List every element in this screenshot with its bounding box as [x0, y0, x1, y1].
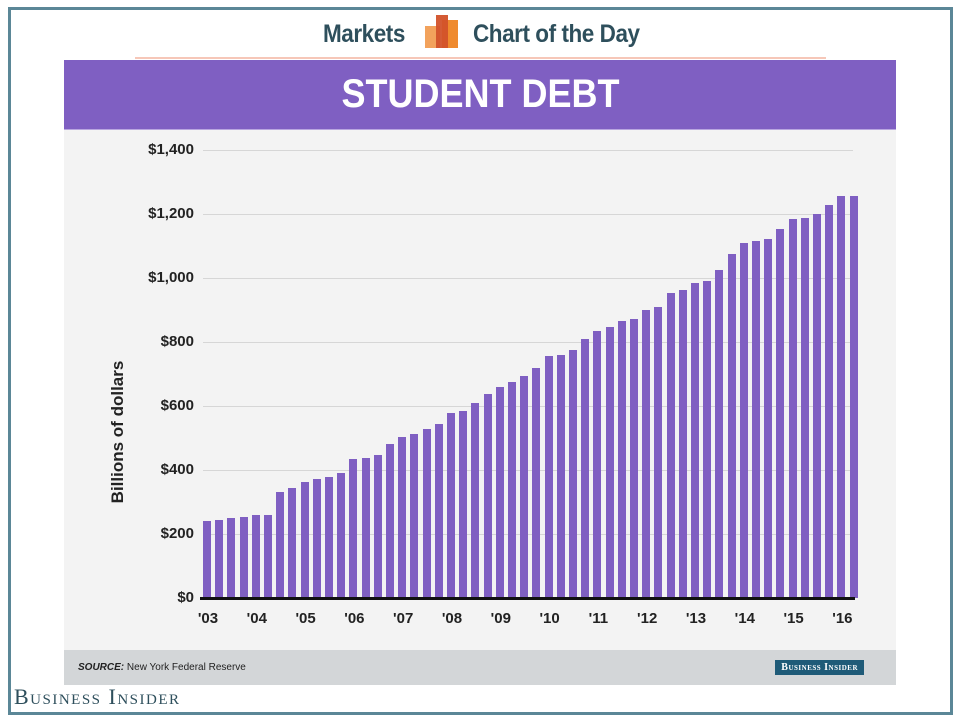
x-tick-label: '16 — [832, 610, 853, 627]
gridline — [203, 150, 853, 151]
bar — [520, 375, 529, 598]
source-note: SOURCE: New York Federal Reserve — [78, 662, 246, 673]
bar — [349, 459, 358, 598]
x-tick-label: '03 — [197, 610, 219, 627]
bar — [300, 481, 309, 598]
x-tick-label: '11 — [588, 610, 609, 627]
bar — [569, 349, 577, 598]
bar — [776, 228, 785, 598]
x-tick-label: '05 — [295, 610, 316, 627]
bar — [727, 253, 736, 598]
x-tick-label: '14 — [734, 610, 755, 627]
source-label: SOURCE: — [78, 662, 125, 673]
y-axis-label: Billions of dollars — [108, 360, 127, 504]
bar — [276, 492, 285, 598]
chart-of-the-day-label: Chart of the Day — [473, 20, 640, 48]
bar — [239, 517, 248, 598]
bar — [495, 386, 504, 598]
bar — [581, 339, 590, 598]
source-text: New York Federal Reserve — [126, 662, 246, 673]
bar — [288, 487, 297, 598]
gridline — [203, 278, 853, 279]
bar-chart-logo-icon — [425, 14, 459, 48]
bar — [800, 217, 809, 598]
bar — [849, 195, 858, 598]
bar — [654, 306, 663, 598]
bar — [642, 309, 651, 598]
bar — [508, 382, 516, 598]
y-tick-label: $1,200 — [148, 205, 194, 222]
bar — [434, 423, 443, 598]
bar — [752, 241, 760, 598]
bar — [678, 289, 687, 598]
bar — [630, 319, 638, 598]
bar — [373, 455, 382, 598]
y-tick-label: $0 — [177, 589, 194, 606]
markets-label: Markets — [323, 20, 405, 48]
gridline — [203, 214, 853, 215]
bar — [715, 270, 724, 598]
bar — [215, 520, 224, 598]
bar — [666, 293, 675, 598]
bar — [739, 243, 748, 598]
header-divider — [135, 57, 826, 59]
header: Markets Chart of the Day — [0, 14, 960, 54]
bar — [556, 354, 565, 598]
bar — [471, 402, 480, 598]
x-tick-label: '15 — [783, 610, 804, 627]
bar — [264, 514, 272, 598]
bar — [447, 413, 455, 598]
x-tick-label: '07 — [393, 610, 414, 627]
chart-title: STUDENT DEBT — [340, 72, 619, 116]
y-tick-label: $200 — [160, 525, 194, 542]
bar — [703, 280, 712, 598]
bar — [532, 367, 541, 598]
chart-panel: STUDENT DEBT Billions of dollars $0 $200 $… — [64, 60, 896, 685]
y-tick-label: $800 — [160, 333, 194, 350]
bar — [691, 283, 699, 598]
bar — [788, 218, 797, 598]
badge-text: Business Insider — [775, 660, 864, 675]
business-insider-logo: Business Insider — [14, 684, 181, 709]
bar — [813, 213, 821, 598]
bar — [410, 434, 419, 598]
y-tick-label: $400 — [160, 461, 194, 478]
bar — [422, 429, 431, 598]
bar — [227, 518, 236, 598]
bar — [837, 195, 846, 598]
source-bar: SOURCE: New York Federal Reserve Busines… — [64, 650, 896, 685]
x-tick-label: '04 — [246, 610, 267, 627]
outer-frame — [8, 7, 953, 715]
bar — [617, 320, 626, 598]
bar — [825, 204, 834, 598]
bar — [544, 356, 553, 598]
y-tick-label: $600 — [160, 397, 194, 414]
bar — [251, 515, 260, 598]
x-tick-label: '12 — [637, 610, 658, 627]
gridline — [203, 342, 853, 343]
bar — [337, 472, 346, 598]
bar — [386, 444, 394, 598]
bar — [312, 478, 321, 598]
bar — [203, 521, 211, 598]
bar — [483, 393, 492, 598]
x-tick-label: '08 — [441, 610, 463, 627]
title-bar: STUDENT DEBT — [64, 60, 896, 130]
x-tick-label: '06 — [344, 610, 365, 627]
chart-plot-area: Billions of dollars $0 $200 $400 $600 $800 $1… — [64, 60, 896, 685]
x-tick-label: '09 — [490, 610, 511, 627]
bar — [325, 477, 333, 598]
bar — [593, 330, 602, 598]
y-tick-label: $1,000 — [148, 269, 194, 286]
bar — [764, 238, 773, 598]
x-axis-baseline — [200, 597, 855, 600]
y-tick-label: $1,400 — [148, 141, 194, 158]
bar — [459, 411, 468, 598]
bar — [398, 436, 407, 598]
x-tick-label: '13 — [685, 610, 707, 627]
bar — [361, 457, 370, 598]
x-tick-label: '10 — [539, 610, 560, 627]
bar — [605, 327, 614, 598]
